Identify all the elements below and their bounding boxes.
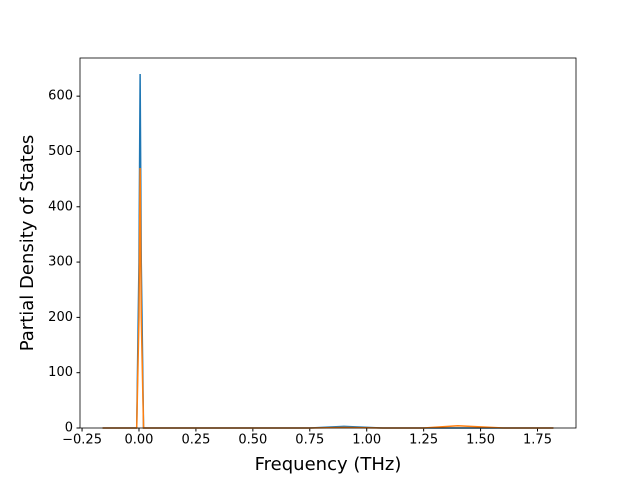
x-tick-label: 1.50 <box>466 433 495 448</box>
x-tick-label: 1.00 <box>352 433 381 448</box>
y-tick-label: 100 <box>48 365 73 380</box>
x-tick-label: 1.75 <box>523 433 552 448</box>
y-tick-label: 500 <box>48 144 73 159</box>
plot-frame <box>79 57 577 429</box>
y-axis-label: Partial Density of States <box>17 135 38 352</box>
line-series <box>102 168 554 429</box>
y-tick-label: 600 <box>48 89 73 104</box>
x-tick-label: 1.25 <box>409 433 438 448</box>
x-axis-label: Frequency (THz) <box>255 454 402 475</box>
x-tick-label: −0.25 <box>62 433 102 448</box>
y-tick-label: 0 <box>65 421 73 436</box>
y-tick-label: 200 <box>48 310 73 325</box>
x-tick-label: 0.00 <box>125 433 154 448</box>
x-tick-label: 0.50 <box>238 433 267 448</box>
line-series <box>102 74 554 429</box>
y-tick-label: 300 <box>48 255 73 270</box>
x-tick-label: 0.25 <box>181 433 210 448</box>
x-tick-label: 0.75 <box>295 433 324 448</box>
y-tick-label: 400 <box>48 199 73 214</box>
